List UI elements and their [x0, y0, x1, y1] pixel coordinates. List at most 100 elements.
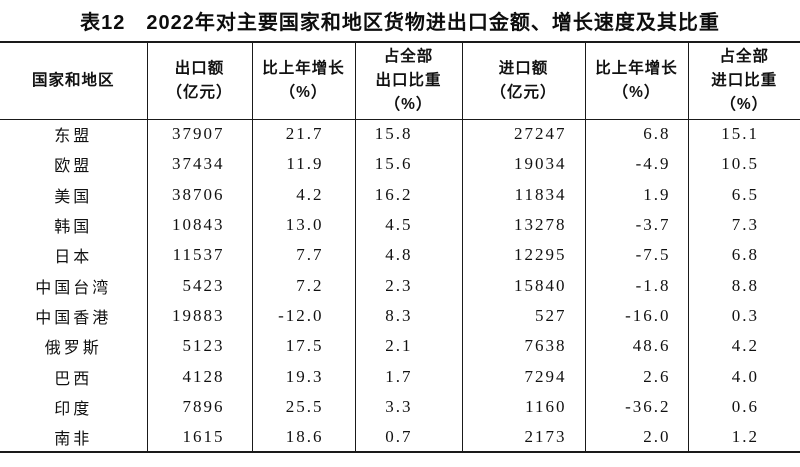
- cell-export_growth: 18.6: [251, 421, 355, 453]
- column-header-export_value: 出口额 （亿元）: [146, 42, 252, 120]
- table-row: 印度 7896 25.5 3.3 1160 -36.2 0.6: [0, 391, 800, 422]
- table-row: 日本 11537 7.7 4.8 12295 -7.5 6.8: [0, 240, 800, 271]
- table-row: 俄罗斯 5123 17.5 2.1 7638 48.6 4.2: [0, 331, 800, 362]
- cell-export_share: 0.7: [354, 421, 462, 453]
- column-header-line: 进口额: [498, 59, 549, 77]
- cell-region: 中国香港: [35, 309, 112, 327]
- cell-region: 东盟: [54, 128, 93, 146]
- cell-region: 美国: [54, 188, 93, 206]
- cell-export_value: 19883: [146, 300, 252, 332]
- column-header-line: 出口比重: [375, 71, 442, 89]
- table-row: 中国香港 19883 -12.0 8.3 527 -16.0 0.3: [0, 300, 800, 332]
- cell-export_share: 1.7: [354, 361, 462, 392]
- cell-import_value: 13278: [461, 209, 585, 241]
- column-header-line: 出口额: [174, 59, 225, 77]
- cell-region: 中国台湾: [35, 279, 112, 297]
- cell-import_share: 10.5: [687, 149, 800, 180]
- cell-export_growth: 19.3: [251, 361, 355, 392]
- cell-import_growth: 48.6: [584, 331, 688, 362]
- cell-import_growth: -3.7: [584, 209, 688, 241]
- cell-import_value: 527: [461, 300, 585, 332]
- cell-export_value: 7896: [146, 391, 252, 422]
- cell-import_value: 7294: [461, 361, 585, 392]
- column-header-import_value: 进口额 （亿元）: [461, 42, 585, 120]
- cell-export_value: 11537: [146, 240, 252, 271]
- column-header-line: 国家和地区: [31, 71, 115, 89]
- cell-import_value: 11834: [461, 179, 585, 210]
- cell-region: 巴西: [54, 370, 93, 388]
- column-header-region: 国家和地区: [0, 42, 147, 120]
- table-row: 南非 1615 18.6 0.7 2173 2.0 1.2: [0, 421, 800, 453]
- cell-export_value: 4128: [146, 361, 252, 392]
- cell-import_growth: -4.9: [584, 149, 688, 180]
- column-header-import_growth: 比上年增长 （%）: [584, 42, 688, 120]
- cell-import_share: 7.3: [687, 209, 800, 241]
- table-body: 东盟 37907 21.7 15.8 27247 6.8 15.1 欧盟 37434 11.9 15…: [0, 119, 800, 453]
- cell-export_value: 10843: [146, 209, 252, 241]
- table-row: 欧盟 37434 11.9 15.6 19034 -4.9 10.5: [0, 149, 800, 180]
- cell-export_value: 37434: [146, 149, 252, 180]
- cell-export_share: 8.3: [354, 300, 462, 332]
- table-row: 韩国 10843 13.0 4.5 13278 -3.7 7.3: [0, 209, 800, 241]
- cell-export_growth: 7.7: [251, 240, 355, 271]
- cell-import_growth: 6.8: [584, 119, 688, 150]
- cell-import_growth: -1.8: [584, 270, 688, 301]
- column-header-line: （%）: [384, 95, 433, 113]
- cell-import_value: 2173: [461, 421, 585, 453]
- column-header-line: （%）: [612, 83, 661, 101]
- cell-export_growth: -12.0: [251, 300, 355, 332]
- cell-import_value: 1160: [461, 391, 585, 422]
- cell-import_share: 0.6: [687, 391, 800, 422]
- cell-import_growth: -16.0: [584, 300, 688, 332]
- column-header-line: （亿元）: [490, 83, 557, 101]
- cell-export_value: 38706: [146, 179, 252, 210]
- cell-import_value: 19034: [461, 149, 585, 180]
- cell-export_share: 4.8: [354, 240, 462, 271]
- cell-import_share: 6.8: [687, 240, 800, 271]
- header-row: 国家和地区 出口额 （亿元） 比上年增长 （%） 占全部出口比重 （%） 进口额 （亿元） 比上年…: [0, 42, 800, 120]
- column-header-line: 比上年增长: [262, 59, 345, 77]
- cell-export_share: 2.3: [354, 270, 462, 301]
- column-header-line: （%）: [720, 95, 769, 113]
- cell-export_value: 5423: [146, 270, 252, 301]
- cell-export_share: 16.2: [354, 179, 462, 210]
- cell-import_share: 8.8: [687, 270, 800, 301]
- cell-import_growth: 1.9: [584, 179, 688, 210]
- column-header-line: 占全部: [383, 47, 434, 65]
- cell-export_value: 5123: [146, 331, 252, 362]
- cell-region: 印度: [54, 400, 93, 418]
- column-header-export_share: 占全部出口比重 （%）: [354, 42, 462, 120]
- cell-import_growth: 2.0: [584, 421, 688, 453]
- cell-export_growth: 21.7: [251, 119, 355, 150]
- cell-export_value: 37907: [146, 119, 252, 150]
- cell-import_share: 15.1: [687, 119, 800, 150]
- column-header-line: （亿元）: [166, 83, 233, 101]
- cell-export_share: 3.3: [354, 391, 462, 422]
- table-row: 东盟 37907 21.7 15.8 27247 6.8 15.1: [0, 119, 800, 150]
- column-header-import_share: 占全部进口比重 （%）: [687, 42, 800, 120]
- cell-import_share: 1.2: [687, 421, 800, 453]
- column-header-line: 比上年增长: [595, 59, 678, 77]
- cell-region: 欧盟: [54, 158, 93, 176]
- cell-import_share: 0.3: [687, 300, 800, 332]
- column-header-line: 进口比重: [711, 71, 778, 89]
- cell-export_growth: 13.0: [251, 209, 355, 241]
- cell-export_growth: 17.5: [251, 331, 355, 362]
- cell-import_share: 6.5: [687, 179, 800, 210]
- cell-import_growth: -7.5: [584, 240, 688, 271]
- cell-import_growth: -36.2: [584, 391, 688, 422]
- column-header-line: 占全部: [719, 47, 769, 65]
- cell-export_growth: 7.2: [251, 270, 355, 301]
- table-row: 中国台湾 5423 7.2 2.3 15840 -1.8 8.8: [0, 270, 800, 301]
- cell-import_value: 12295: [461, 240, 585, 271]
- cell-export_share: 15.6: [354, 149, 462, 180]
- cell-import_share: 4.2: [687, 331, 800, 362]
- cell-region: 俄罗斯: [44, 340, 102, 358]
- cell-import_value: 7638: [461, 331, 585, 362]
- cell-export_value: 1615: [146, 421, 252, 453]
- table-row: 美国 38706 4.2 16.2 11834 1.9 6.5: [0, 179, 800, 210]
- cell-region: 韩国: [54, 219, 93, 237]
- cell-import_share: 4.0: [687, 361, 800, 392]
- cell-export_share: 4.5: [354, 209, 462, 241]
